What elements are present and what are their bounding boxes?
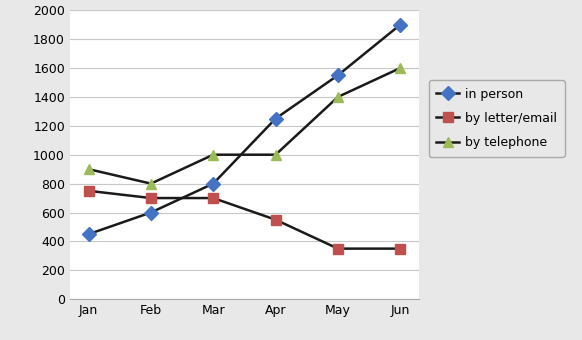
Legend: in person, by letter/email, by telephone: in person, by letter/email, by telephone — [429, 80, 565, 156]
